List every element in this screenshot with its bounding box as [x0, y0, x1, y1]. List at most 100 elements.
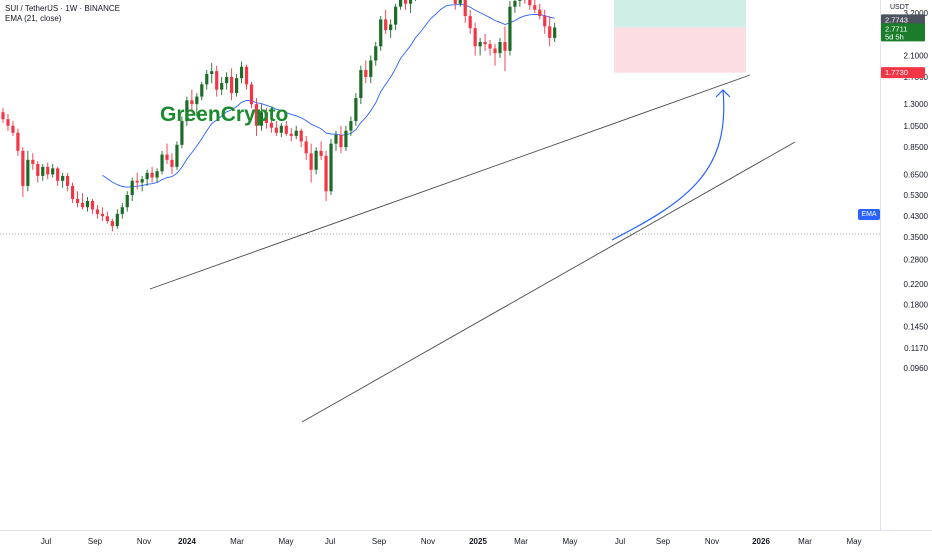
- candle[interactable]: [51, 163, 55, 178]
- candle[interactable]: [508, 0, 512, 56]
- candle[interactable]: [234, 74, 239, 97]
- candle[interactable]: [329, 139, 333, 196]
- candle[interactable]: [46, 162, 50, 180]
- candle[interactable]: [125, 191, 129, 212]
- candle[interactable]: [369, 55, 373, 84]
- candle[interactable]: [453, 0, 457, 10]
- candle[interactable]: [289, 127, 293, 142]
- candle[interactable]: [66, 172, 70, 192]
- candle[interactable]: [473, 22, 477, 56]
- candle[interactable]: [488, 39, 492, 56]
- candle[interactable]: [389, 19, 393, 38]
- candle[interactable]: [344, 125, 348, 151]
- candle[interactable]: [75, 191, 80, 208]
- lower-trendline[interactable]: [301, 141, 796, 423]
- candle[interactable]: [284, 121, 288, 136]
- candle[interactable]: [165, 143, 169, 164]
- candle[interactable]: [394, 3, 398, 31]
- candle[interactable]: [145, 169, 149, 186]
- candle[interactable]: [175, 141, 179, 170]
- candle[interactable]: [105, 211, 109, 224]
- candle[interactable]: [548, 16, 552, 47]
- candle[interactable]: [553, 22, 557, 43]
- candle[interactable]: [244, 64, 249, 90]
- candle[interactable]: [90, 198, 95, 214]
- candle[interactable]: [294, 125, 298, 140]
- candle[interactable]: [354, 93, 358, 126]
- candle[interactable]: [349, 116, 353, 136]
- candle[interactable]: [299, 128, 303, 148]
- candle[interactable]: [523, 0, 526, 4]
- candle[interactable]: [334, 130, 338, 151]
- candle[interactable]: [16, 128, 20, 156]
- candle[interactable]: [364, 60, 368, 84]
- candle[interactable]: [95, 205, 100, 219]
- candle[interactable]: [399, 0, 403, 10]
- candle[interactable]: [150, 166, 154, 183]
- candle[interactable]: [274, 121, 278, 136]
- candle[interactable]: [239, 61, 244, 84]
- candle[interactable]: [498, 37, 502, 58]
- candle[interactable]: [220, 76, 224, 96]
- candle[interactable]: [533, 0, 537, 13]
- candle[interactable]: [26, 150, 30, 192]
- candle[interactable]: [6, 113, 10, 131]
- candle[interactable]: [414, 0, 417, 1]
- candle[interactable]: [408, 0, 413, 13]
- candle[interactable]: [374, 42, 378, 66]
- candle[interactable]: [41, 163, 45, 181]
- candle[interactable]: [115, 209, 119, 229]
- target-zone[interactable]: [614, 0, 746, 28]
- candle[interactable]: [279, 122, 283, 137]
- candle[interactable]: [195, 93, 199, 117]
- candle[interactable]: [130, 177, 134, 201]
- candle[interactable]: [339, 125, 343, 154]
- candle[interactable]: [543, 9, 547, 34]
- candle[interactable]: [230, 68, 234, 101]
- candle[interactable]: [21, 147, 25, 197]
- candle[interactable]: [185, 96, 189, 126]
- candle[interactable]: [155, 168, 159, 183]
- candle[interactable]: [478, 37, 482, 56]
- candle[interactable]: [269, 116, 273, 133]
- candle[interactable]: [518, 0, 522, 7]
- projection-arrow[interactable]: [611, 89, 725, 241]
- candle[interactable]: [160, 150, 164, 175]
- candle[interactable]: [80, 193, 85, 210]
- candle[interactable]: [314, 147, 318, 175]
- candle[interactable]: [200, 81, 204, 101]
- candle[interactable]: [135, 172, 139, 190]
- candle[interactable]: [120, 202, 124, 219]
- candle[interactable]: [403, 0, 408, 10]
- candle[interactable]: [110, 218, 114, 232]
- candle[interactable]: [538, 3, 542, 20]
- candle[interactable]: [503, 26, 507, 72]
- candle[interactable]: [458, 0, 462, 7]
- candle[interactable]: [61, 172, 65, 188]
- candle[interactable]: [170, 153, 174, 175]
- candle[interactable]: [264, 108, 269, 129]
- candle[interactable]: [528, 0, 532, 10]
- candle[interactable]: [254, 98, 259, 136]
- candle[interactable]: [304, 135, 308, 160]
- candle[interactable]: [56, 166, 60, 186]
- candle[interactable]: [11, 121, 15, 136]
- candle[interactable]: [31, 153, 35, 170]
- upper-trendline[interactable]: [149, 74, 751, 290]
- candle[interactable]: [225, 72, 229, 90]
- candle[interactable]: [309, 143, 313, 183]
- ema-line[interactable]: [102, 3, 555, 188]
- candle[interactable]: [205, 70, 209, 90]
- candle[interactable]: [85, 196, 90, 212]
- candle[interactable]: [319, 141, 323, 160]
- indicator-legend[interactable]: EMA (21, close): [5, 14, 62, 23]
- candle[interactable]: [259, 104, 264, 131]
- candle[interactable]: [249, 81, 254, 109]
- candle[interactable]: [384, 9, 388, 34]
- candle[interactable]: [180, 116, 184, 149]
- candle[interactable]: [1, 108, 5, 123]
- candle[interactable]: [324, 150, 328, 201]
- candle[interactable]: [215, 65, 219, 97]
